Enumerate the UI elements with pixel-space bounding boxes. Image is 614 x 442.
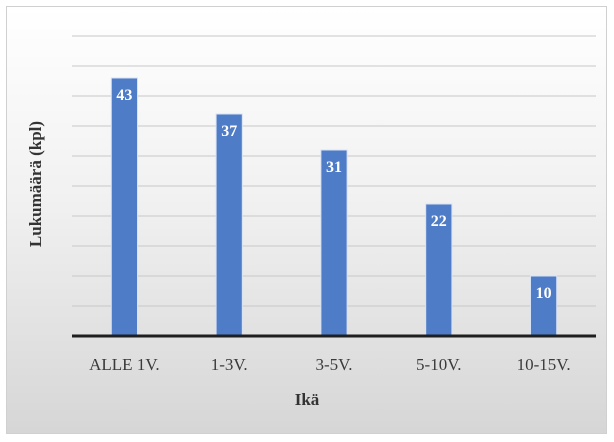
data-label: 37 — [221, 123, 237, 140]
bar — [215, 113, 243, 337]
data-labels: 43 37 31 22 10 — [116, 87, 551, 302]
x-tick-label: 1-3V. — [211, 355, 248, 374]
x-tick-label: 5-10V. — [416, 355, 462, 374]
bars — [110, 77, 558, 337]
data-label: 10 — [536, 285, 552, 302]
x-tick-label: 3-5V. — [316, 355, 353, 374]
data-label: 43 — [116, 87, 132, 104]
chart-area — [6, 6, 607, 434]
x-tick-label: 10-15V. — [517, 355, 571, 374]
bar — [320, 149, 348, 337]
x-tick-labels: ALLE 1V. 1-3V. 3-5V. 5-10V. 10-15V. — [89, 355, 570, 374]
data-label: 31 — [326, 159, 342, 176]
data-label: 22 — [431, 213, 447, 230]
bar — [425, 203, 453, 337]
x-tick-label: ALLE 1V. — [89, 355, 160, 374]
y-axis-title: Lukumäärä (kpl) — [26, 120, 45, 248]
x-axis-title: Ikä — [294, 390, 320, 409]
bar — [110, 77, 139, 337]
gridlines — [72, 35, 596, 307]
